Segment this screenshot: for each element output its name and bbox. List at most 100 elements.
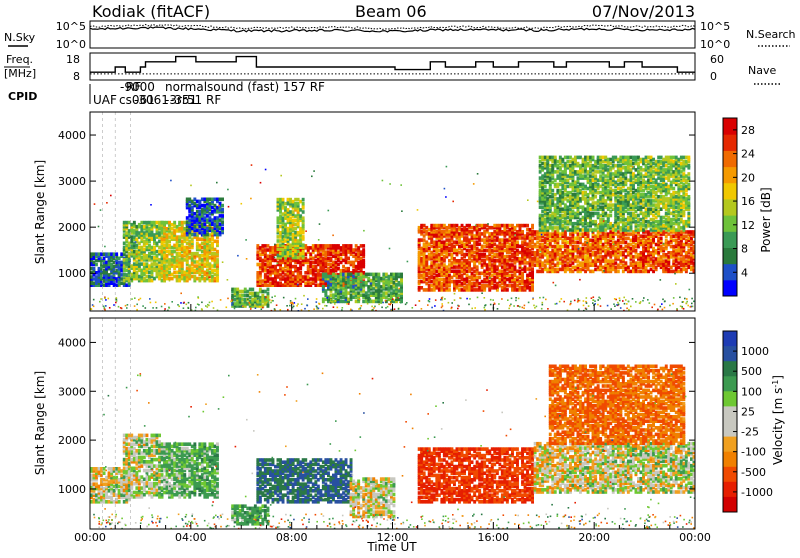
range-cell (279, 225, 282, 229)
range-cell (635, 234, 638, 238)
freq-right-tick-bottom: 0 (710, 70, 717, 83)
range-cell (496, 245, 499, 249)
range-cell (324, 273, 327, 277)
range-cell (398, 273, 401, 277)
range-cell (556, 226, 559, 230)
range-cell (536, 245, 539, 249)
range-cell (561, 245, 564, 249)
range-cell (206, 227, 209, 231)
range-cell (655, 249, 658, 253)
range-cell (188, 264, 191, 268)
range-cell (456, 224, 459, 228)
range-cell (483, 230, 486, 234)
range-cell (509, 228, 512, 232)
range-cell (554, 183, 557, 187)
range-cell (582, 216, 585, 220)
range-cell (458, 288, 461, 292)
range-cell (529, 278, 532, 282)
range-cell (433, 253, 436, 257)
range-cell (277, 216, 280, 220)
range-cell (531, 245, 534, 249)
range-cell (209, 233, 212, 237)
range-cell (284, 269, 287, 273)
range-cell (546, 212, 549, 216)
range-cell (108, 252, 111, 256)
range-cell (292, 277, 295, 281)
range-cell (491, 263, 494, 267)
range-cell (125, 231, 128, 235)
range-cell (461, 224, 464, 228)
range-cell (277, 248, 280, 252)
range-cell (493, 247, 496, 251)
range-cell (125, 254, 128, 258)
range-cell (322, 285, 325, 289)
range-cell (337, 285, 340, 289)
range-cell (511, 284, 514, 288)
range-cell (428, 284, 431, 288)
range-cell (428, 232, 431, 236)
range-cell (277, 281, 280, 285)
range-cell (196, 264, 199, 268)
range-cell (332, 254, 335, 258)
range-cell (539, 156, 542, 160)
range-cell (582, 261, 585, 265)
range-cell (294, 223, 297, 227)
range-cell (501, 242, 504, 246)
range-cell (506, 259, 509, 263)
range-cell (261, 283, 264, 287)
range-cell (544, 156, 547, 160)
range-cell (491, 286, 494, 290)
range-cell (556, 197, 559, 201)
range-cell (314, 265, 317, 269)
range-cell (332, 273, 335, 277)
range-cell (483, 224, 486, 228)
range-cell (186, 266, 189, 270)
range-cell (294, 275, 297, 279)
range-cell (335, 244, 338, 248)
range-cell (561, 191, 564, 195)
range-cell (130, 264, 133, 268)
range-cell (294, 227, 297, 231)
range-cell (582, 228, 585, 232)
range-cell (191, 233, 194, 237)
range-cell (541, 156, 544, 160)
range-cell (448, 224, 451, 228)
range-cell (506, 278, 509, 282)
range-cell (448, 288, 451, 292)
range-cell (161, 237, 164, 241)
range-cell (201, 222, 204, 226)
range-cell (337, 250, 340, 254)
range-cell (183, 246, 186, 250)
range-cell (342, 273, 345, 277)
range-cell (647, 230, 650, 234)
range-cell (307, 259, 310, 263)
range-cell (617, 230, 620, 234)
range-cell (630, 243, 633, 247)
range-cell (214, 216, 217, 220)
range-cell (342, 291, 345, 295)
range-cell (556, 205, 559, 209)
range-cell (158, 246, 161, 250)
range-cell (556, 257, 559, 261)
range-cell (478, 286, 481, 290)
range-cell (337, 275, 340, 279)
range-cell (267, 254, 270, 258)
range-cell (319, 244, 322, 248)
range-cell (423, 234, 426, 238)
range-cell (183, 221, 186, 225)
range-cell (680, 230, 683, 234)
range-cell (140, 262, 143, 266)
range-cell (468, 261, 471, 265)
range-cell (105, 261, 108, 265)
range-cell (143, 221, 146, 225)
range-cell (171, 231, 174, 235)
range-cell (209, 279, 212, 283)
range-cell (168, 244, 171, 248)
range-cell (453, 269, 456, 273)
range-cell (667, 255, 670, 259)
range-cell (186, 216, 189, 220)
range-cell (486, 284, 489, 288)
range-cell (617, 239, 620, 243)
range-cell (198, 244, 201, 248)
range-cell (93, 277, 96, 281)
